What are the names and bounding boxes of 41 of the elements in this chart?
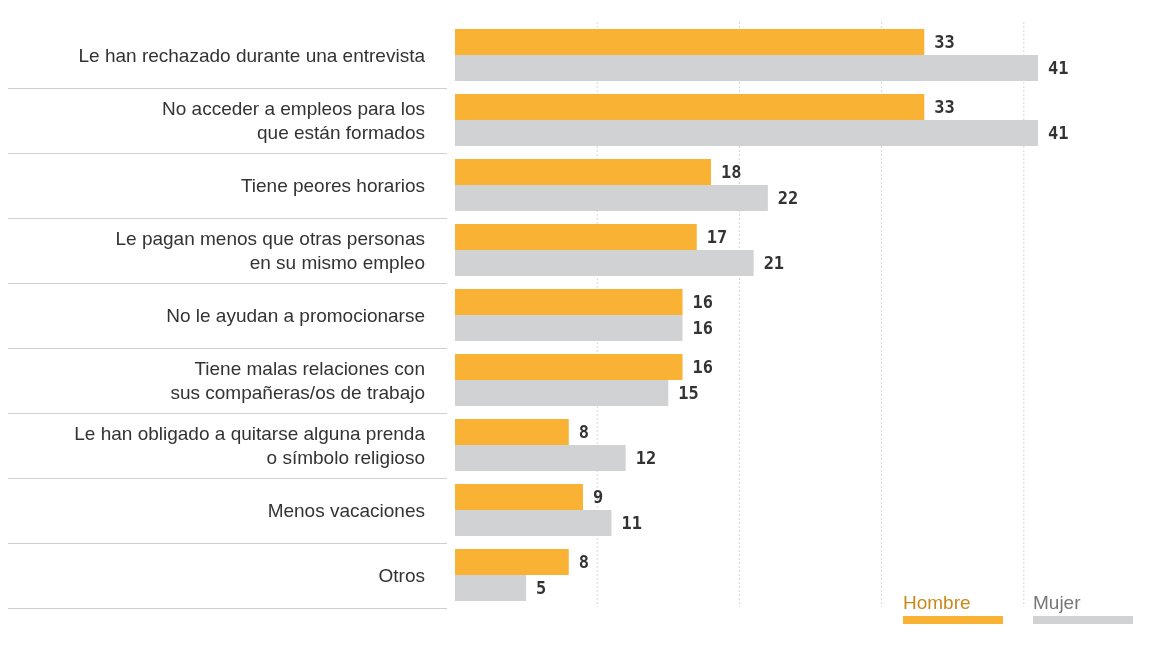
y-tick-label: Le pagan menos que otras personas en su mismo empleo (115, 227, 425, 272)
data-label: 22 (777, 188, 799, 209)
bar (455, 484, 583, 510)
y-tick-label: Tiene malas relaciones con sus compañeras/os de trabajo (170, 357, 425, 402)
bar (455, 575, 527, 601)
y-tick-label: Le han rechazado durante una entrevista (78, 44, 426, 65)
y-tick-label: Menos vacaciones (267, 499, 425, 520)
data-label: 21 (763, 253, 785, 274)
text: Mujer (1033, 592, 1081, 613)
y-tick-label: Otros (378, 564, 425, 585)
bar (455, 289, 683, 315)
data-label: 9 (592, 487, 604, 508)
data-label: 41 (1048, 58, 1069, 79)
y-tick-label: No acceder a empleos para los que están formados (162, 97, 425, 142)
bar (455, 224, 697, 250)
data-label: 17 (706, 227, 728, 248)
bar (455, 29, 925, 55)
data-label: 16 (692, 318, 714, 339)
data-label: 11 (621, 513, 642, 534)
data-label: 8 (578, 552, 590, 573)
y-tick-label: Le han obligado a quitarse alguna prenda o símbolo religioso (74, 422, 426, 467)
text: Hombre (903, 592, 971, 613)
bar (455, 549, 569, 575)
bar (455, 159, 711, 185)
data-label: 5 (536, 578, 547, 599)
bar (455, 419, 569, 445)
data-label: 18 (720, 162, 742, 183)
data-label: 12 (635, 448, 657, 469)
data-label: 16 (692, 357, 714, 378)
data-label: 33 (934, 32, 955, 53)
data-label: 16 (692, 292, 714, 313)
data-label: 41 (1048, 123, 1069, 144)
y-tick-label: Tiene peores horarios (240, 174, 425, 195)
bar (455, 510, 612, 536)
data-label: 8 (578, 422, 590, 443)
bar (455, 354, 683, 380)
y-tick-label: No le ayudan a promocionarse (166, 304, 425, 325)
data-label: 15 (678, 383, 699, 404)
data-label: 33 (934, 97, 955, 118)
bar (455, 94, 925, 120)
bar (455, 250, 754, 276)
